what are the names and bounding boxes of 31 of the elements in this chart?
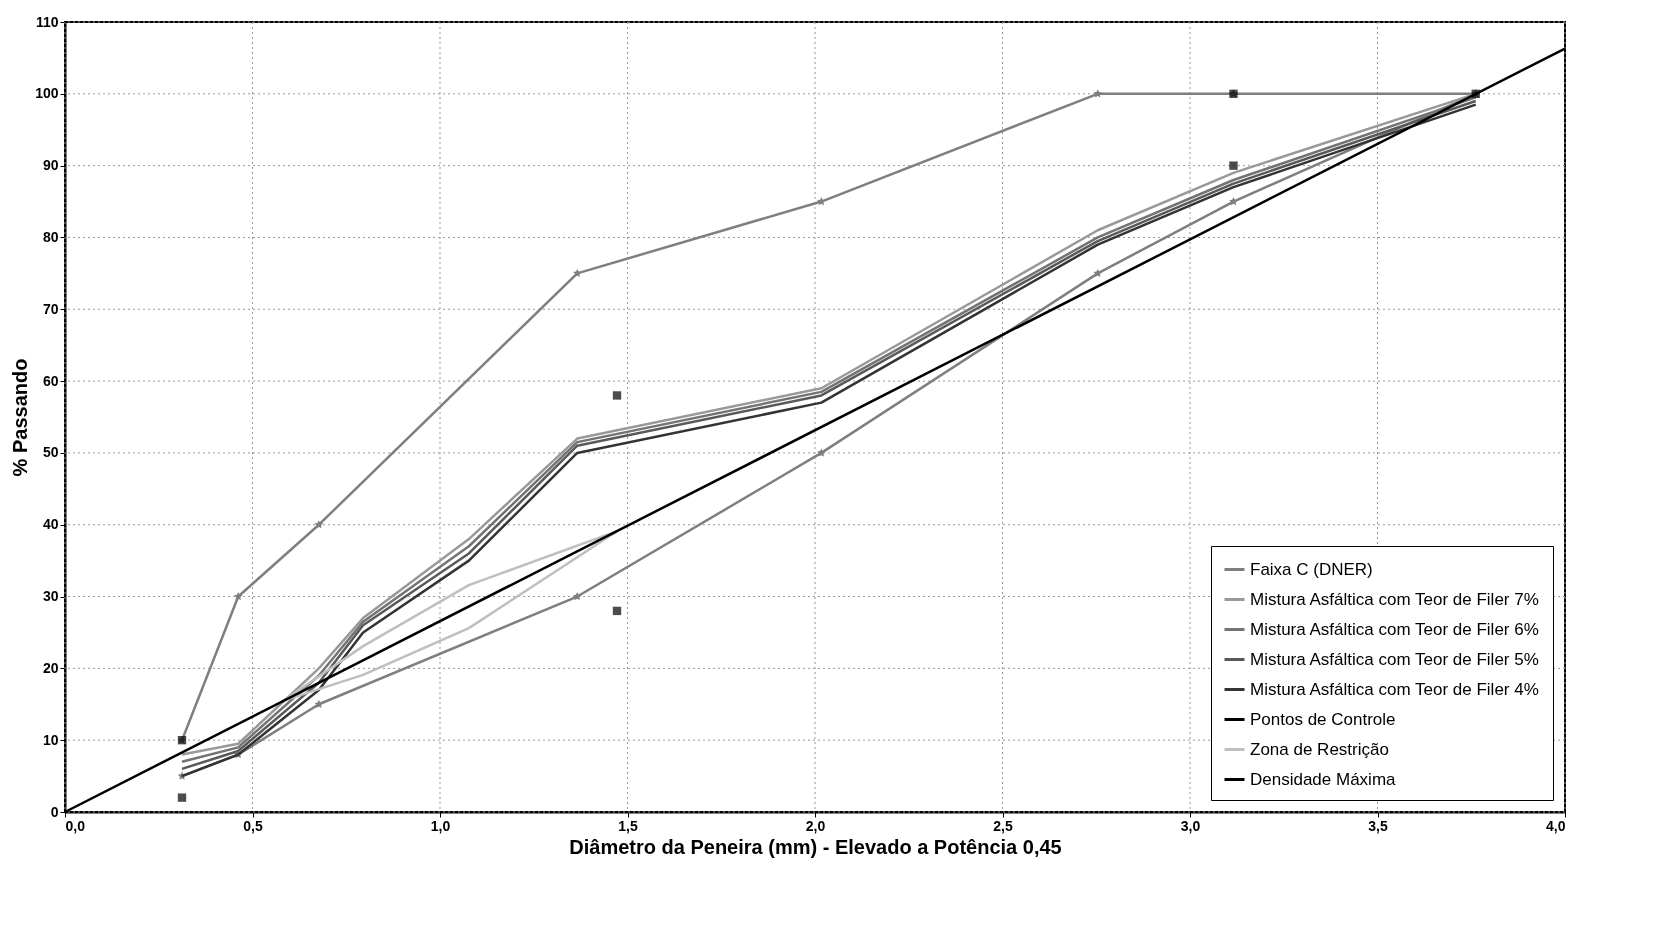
legend-label: Mistura Asfáltica com Teor de Filer 6%: [1250, 619, 1539, 639]
legend-label: Faixa C (DNER): [1250, 559, 1373, 579]
y-tick-label: 110: [35, 13, 59, 30]
y-axis-title: % Passando: [9, 358, 32, 477]
y-tick-label: 30: [42, 588, 59, 605]
legend-label: Mistura Asfáltica com Teor de Filer 5%: [1250, 649, 1539, 669]
legend-label: Zona de Restrição: [1250, 739, 1389, 759]
x-axis-title: Diâmetro da Peneira (mm) - Elevado a Potência 0,45: [569, 835, 1062, 858]
x-tick-label: 0,0: [65, 817, 86, 834]
x-tick-label: 4,0: [1546, 817, 1566, 834]
legend-label: Mistura Asfáltica com Teor de Filer 4%: [1250, 679, 1539, 699]
x-tick-label: 0,5: [243, 817, 263, 834]
x-tick-label: 1,0: [430, 817, 451, 834]
x-tick-label: 3,0: [1180, 817, 1201, 834]
x-tick-label: 1,5: [618, 817, 638, 834]
legend-label: Pontos de Controle: [1250, 709, 1396, 729]
y-tick-label: 10: [42, 731, 59, 748]
x-tick-label: 2,5: [993, 817, 1013, 834]
y-tick-label: 20: [42, 659, 59, 676]
y-tick-label: 40: [42, 516, 59, 533]
y-tick-label: 50: [42, 444, 59, 461]
x-tick-label: 2,0: [805, 817, 826, 834]
y-tick-label: 60: [42, 372, 59, 389]
y-tick-label: 80: [42, 228, 59, 245]
x-tick-label: 3,5: [1368, 817, 1388, 834]
legend-label: Mistura Asfáltica com Teor de Filer 7%: [1250, 589, 1539, 609]
y-tick-label: 100: [35, 85, 59, 102]
y-tick-label: 90: [42, 157, 59, 174]
y-tick-label: 70: [42, 300, 59, 317]
y-tick-label: 0: [50, 803, 59, 820]
legend-label: Densidade Máxima: [1250, 769, 1397, 789]
